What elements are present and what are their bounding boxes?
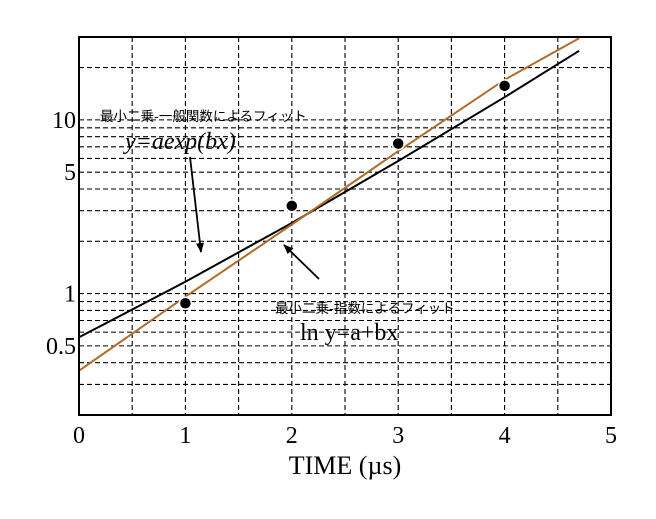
x-tick-labels: 0 1 2 3 4 5 [73,423,617,449]
y-tick-labels: 0.5 1 5 10 [46,108,76,360]
plot-frame [78,36,612,416]
y-tick-label: 10 [52,108,76,134]
x-tick-label: 3 [392,423,404,449]
x-tick-label: 4 [499,423,511,449]
annotation-exp-fit-label: 最小二乗-指数によるフィット [275,301,455,317]
data-point [285,199,299,213]
x-tick-label: 5 [605,423,617,449]
y-tick-label: 5 [64,160,76,186]
fit-line-1 [78,49,580,339]
x-tick-label: 2 [286,423,298,449]
annotation-general-fit-label: 最小二乗-一般関数によるフィット [100,109,307,125]
y-tick-label: 1 [64,282,76,308]
data-point [391,136,405,151]
data-points [178,79,512,310]
x-tick-label: 1 [179,423,191,449]
grid-lines [79,37,611,415]
fit-line-2 [78,37,580,372]
annotation-general-fit-equation: y=aexp(bx) [123,129,236,155]
annotation-exp-fit-arrow [283,244,320,280]
fit-lines [78,37,580,372]
annotation-general-fit-arrow [189,156,204,253]
annotation-exp-fit-equation: ln y=a+bx [300,320,398,346]
y-tick-label: 0.5 [46,334,76,360]
x-axis-title: TIME (µs) [289,451,401,480]
data-point [497,79,512,93]
x-tick-label: 0 [73,423,85,449]
data-point [178,296,193,310]
